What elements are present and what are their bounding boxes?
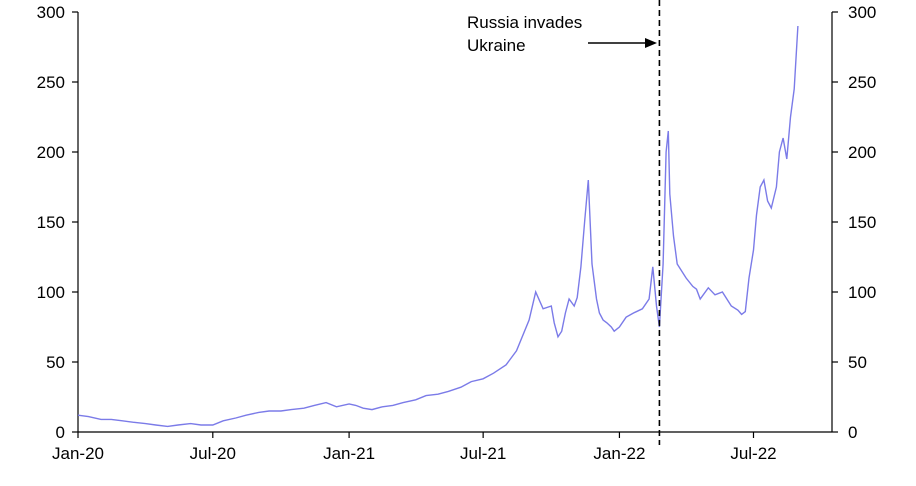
right-y-tick-label: 300 bbox=[848, 3, 876, 22]
x-tick-label: Jan-20 bbox=[52, 444, 104, 463]
left-y-tick-label: 300 bbox=[37, 3, 65, 22]
left-y-tick-label: 100 bbox=[37, 283, 65, 302]
right-y-tick-label: 50 bbox=[848, 353, 867, 372]
x-tick-label: Jul-22 bbox=[730, 444, 776, 463]
x-tick-label: Jul-21 bbox=[460, 444, 506, 463]
series-line bbox=[77, 25, 799, 428]
left-y-tick-label: 200 bbox=[37, 143, 65, 162]
right-y-tick-label: 200 bbox=[848, 143, 876, 162]
left-y-axis: 0 50 100 150 200 250 300 bbox=[37, 3, 78, 442]
x-tick-label: Jan-22 bbox=[593, 444, 645, 463]
left-y-tick-label: 0 bbox=[56, 423, 65, 442]
left-y-tick-label: 150 bbox=[37, 213, 65, 232]
annotation-line-1: Russia invades bbox=[467, 13, 582, 32]
annotation-line-2: Ukraine bbox=[467, 36, 526, 55]
right-y-tick-label: 0 bbox=[848, 423, 857, 442]
right-y-tick-label: 250 bbox=[848, 73, 876, 92]
right-y-axis: 0 50 100 150 200 250 300 bbox=[832, 3, 876, 442]
right-y-tick-label: 100 bbox=[848, 283, 876, 302]
annotation-arrow bbox=[588, 38, 657, 48]
x-axis: Jan-20 Jul-20 Jan-21 Jul-21 Jan-22 Jul-22 bbox=[52, 432, 777, 463]
right-y-tick-label: 150 bbox=[848, 213, 876, 232]
x-tick-label: Jan-21 bbox=[323, 444, 375, 463]
axes bbox=[77, 12, 833, 433]
left-y-tick-label: 250 bbox=[37, 73, 65, 92]
x-tick-label: Jul-20 bbox=[190, 444, 236, 463]
left-y-tick-label: 50 bbox=[46, 353, 65, 372]
